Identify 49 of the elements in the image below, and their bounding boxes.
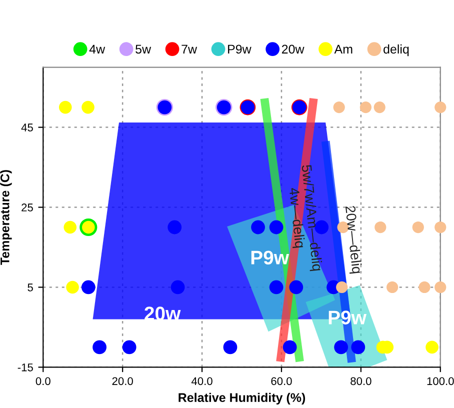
point — [64, 220, 77, 234]
y-tick-label: 45 — [21, 124, 33, 132]
point — [351, 340, 366, 354]
legend-label: 20w — [282, 44, 304, 54]
x-tick-label: 80.0 — [350, 377, 372, 386]
point — [92, 340, 106, 354]
point — [426, 340, 438, 354]
x-tick-label: 100.0 — [427, 377, 454, 386]
point — [289, 280, 304, 294]
point — [58, 100, 72, 114]
point — [434, 101, 446, 114]
legend-label: P9w — [228, 44, 252, 54]
point — [168, 220, 182, 234]
legend-label: 5w — [136, 44, 152, 54]
y-tick-label: -15 — [18, 364, 33, 372]
point — [66, 280, 79, 294]
point — [251, 220, 265, 234]
y-axis-title: Temperature (C) — [0, 170, 12, 265]
point — [170, 280, 185, 294]
point — [336, 281, 348, 294]
point — [282, 340, 297, 354]
point — [374, 221, 386, 234]
point — [269, 220, 284, 234]
legend-label: deliq — [384, 44, 409, 56]
point — [122, 340, 136, 354]
legend-label: Am — [334, 44, 352, 54]
point — [412, 221, 424, 234]
x-tick-label: 0.0 — [36, 377, 50, 386]
point — [82, 100, 94, 114]
x-tick-label: 20.0 — [112, 377, 133, 386]
y-tick-label: 25 — [22, 204, 33, 212]
point — [360, 101, 372, 114]
text: 20w—deliq — [342, 206, 363, 274]
point — [374, 101, 386, 114]
x-tick-label: 40.0 — [191, 377, 212, 386]
point — [386, 281, 398, 294]
point — [333, 101, 345, 114]
point — [81, 280, 96, 294]
legend-label: 7w — [182, 44, 198, 54]
legend-label: 4w — [89, 44, 106, 54]
point — [418, 281, 430, 294]
point — [223, 340, 238, 354]
point — [269, 280, 284, 294]
x-tick-label: 60.0 — [271, 377, 292, 386]
point — [434, 221, 446, 234]
point — [434, 281, 446, 294]
point — [334, 340, 348, 354]
y-tick-label: 5 — [28, 284, 33, 292]
x-axis-title: Relative Humidity (%) — [178, 392, 306, 404]
